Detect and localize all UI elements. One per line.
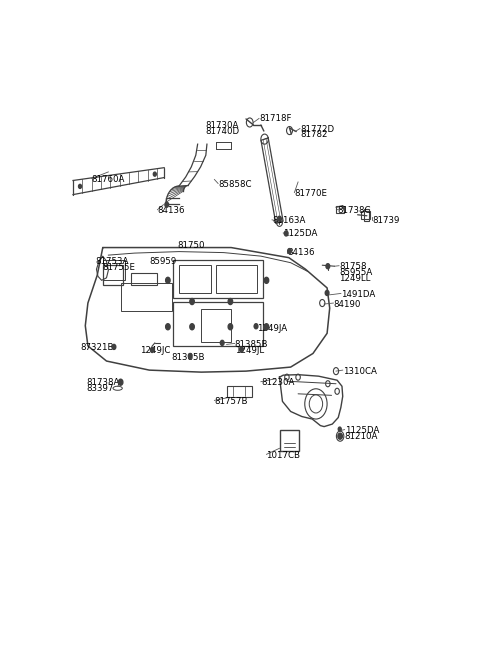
Text: 81740D: 81740D xyxy=(205,126,239,136)
Bar xyxy=(280,430,299,451)
Circle shape xyxy=(264,324,269,329)
Circle shape xyxy=(220,341,224,345)
Circle shape xyxy=(188,354,192,358)
Circle shape xyxy=(79,184,82,189)
Text: 1249JL: 1249JL xyxy=(235,346,264,355)
Text: 81163A: 81163A xyxy=(272,216,305,225)
Text: 81385B: 81385B xyxy=(235,340,268,349)
Circle shape xyxy=(288,248,291,253)
Circle shape xyxy=(119,379,123,385)
Bar xyxy=(364,209,369,221)
Circle shape xyxy=(254,324,258,329)
Text: 81757B: 81757B xyxy=(215,397,248,406)
Bar xyxy=(202,309,231,342)
Text: 87321B: 87321B xyxy=(81,343,114,352)
Circle shape xyxy=(277,216,281,221)
Bar xyxy=(336,206,344,214)
Circle shape xyxy=(150,347,154,352)
Text: 81739: 81739 xyxy=(372,216,400,225)
Bar xyxy=(173,301,263,346)
Circle shape xyxy=(166,277,170,284)
Circle shape xyxy=(190,324,194,329)
Circle shape xyxy=(338,427,341,431)
Text: 81385B: 81385B xyxy=(172,352,205,362)
Text: 81750: 81750 xyxy=(177,240,204,250)
Circle shape xyxy=(166,324,170,329)
Text: 83397: 83397 xyxy=(86,384,113,393)
Bar xyxy=(179,265,211,293)
Text: 81782: 81782 xyxy=(300,130,327,139)
Text: 85955A: 85955A xyxy=(339,268,372,277)
Text: 81758: 81758 xyxy=(339,262,367,271)
Circle shape xyxy=(228,324,233,329)
Text: 1249LL: 1249LL xyxy=(339,274,371,283)
Text: 81230A: 81230A xyxy=(261,378,294,387)
Text: 1017CB: 1017CB xyxy=(266,451,300,460)
Text: 1491DA: 1491DA xyxy=(341,290,375,299)
Text: 81772D: 81772D xyxy=(300,124,334,134)
Text: 81730A: 81730A xyxy=(205,121,239,130)
Text: 84190: 84190 xyxy=(334,299,361,309)
Bar xyxy=(103,260,125,280)
Text: 85858C: 85858C xyxy=(218,180,252,189)
Text: 1125DA: 1125DA xyxy=(283,229,318,238)
Bar xyxy=(132,272,157,286)
Bar xyxy=(216,265,257,293)
Text: 81755E: 81755E xyxy=(103,263,136,272)
Text: 81738C: 81738C xyxy=(337,206,371,215)
Text: 81770E: 81770E xyxy=(294,189,327,198)
Bar xyxy=(121,283,172,310)
Bar xyxy=(173,260,263,298)
Circle shape xyxy=(228,299,233,305)
Circle shape xyxy=(338,433,342,440)
Text: 84136: 84136 xyxy=(157,206,185,215)
Circle shape xyxy=(264,277,269,284)
Text: 81753A: 81753A xyxy=(96,257,129,266)
Circle shape xyxy=(326,264,330,269)
Circle shape xyxy=(165,202,168,207)
Bar xyxy=(103,265,123,286)
Text: 81210A: 81210A xyxy=(345,432,378,441)
Text: 84136: 84136 xyxy=(287,248,314,257)
Circle shape xyxy=(240,347,243,352)
Circle shape xyxy=(325,290,329,295)
Circle shape xyxy=(284,231,288,236)
Text: 85959: 85959 xyxy=(149,257,177,266)
Text: 81760A: 81760A xyxy=(92,175,125,184)
Bar xyxy=(228,386,252,398)
Text: 81718F: 81718F xyxy=(259,115,291,123)
Text: 1125DA: 1125DA xyxy=(345,426,379,435)
Bar xyxy=(360,211,370,219)
Text: 1249JC: 1249JC xyxy=(140,346,170,356)
Circle shape xyxy=(153,172,156,176)
Text: 1249JA: 1249JA xyxy=(257,324,288,333)
Text: 1310CA: 1310CA xyxy=(343,367,377,375)
Circle shape xyxy=(112,345,116,349)
Circle shape xyxy=(190,299,194,305)
Text: 81738A: 81738A xyxy=(86,378,120,386)
